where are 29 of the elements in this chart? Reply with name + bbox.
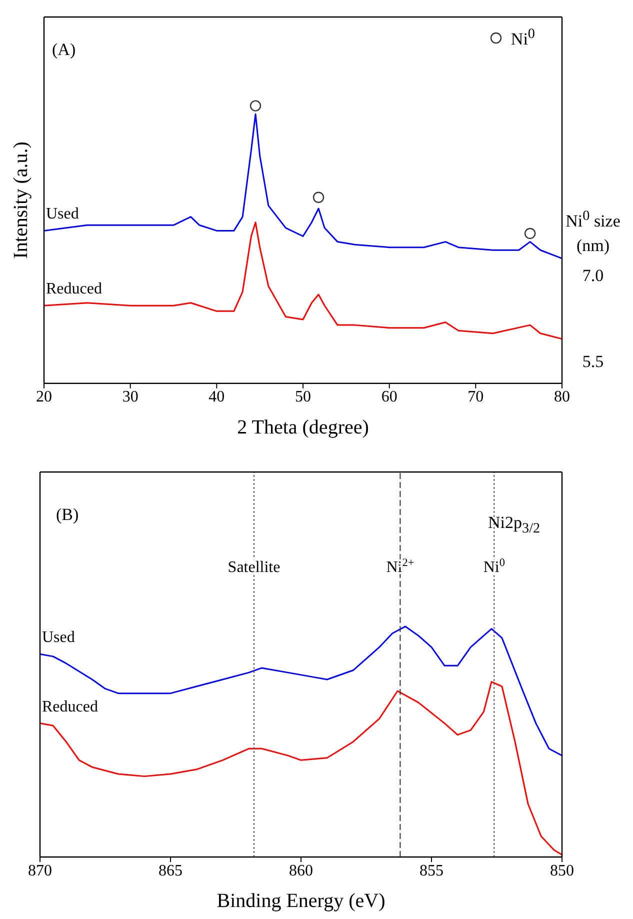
x-tick-label: 50: [295, 388, 311, 406]
x-tick-label: 865: [158, 862, 182, 880]
x-axis-title: 2 Theta (degree): [237, 416, 369, 438]
x-tick-label: 30: [122, 388, 138, 406]
x-tick-label: 855: [420, 862, 444, 880]
x-tick-label: 850: [550, 862, 574, 880]
series-label: Reduced: [42, 698, 98, 716]
ref-line-label: Ni$^{2+}$: [386, 557, 414, 576]
text: Ni$^{0}$ size (nm): [564, 207, 622, 257]
text: (B): [56, 504, 79, 526]
x-axis-title: Binding Energy (eV): [216, 890, 386, 912]
x-tick-label: 40: [208, 388, 225, 406]
x-tick-label: 870: [28, 862, 52, 880]
text: 5.5: [581, 351, 605, 373]
legend-label: Ni$^{0}$: [510, 26, 535, 50]
x-tick-label: 860: [289, 862, 313, 880]
series-label: Used: [42, 629, 75, 646]
text: Ni2p$_{3/2}$: [488, 512, 540, 538]
ref-line-label: Ni$^{0}$: [483, 557, 506, 576]
series-label: Reduced: [46, 280, 102, 298]
x-tick-label: 20: [36, 388, 52, 406]
text: (A): [52, 39, 76, 61]
series-label: Used: [46, 206, 79, 223]
x-tick-label: 60: [381, 388, 398, 406]
y-axis-title: Intensity (a.u.): [10, 142, 32, 259]
ref-line-label: Satellite: [228, 559, 280, 576]
x-tick-label: 70: [468, 388, 484, 406]
text: 7.0: [581, 265, 605, 287]
x-tick-label: 80: [554, 388, 570, 406]
